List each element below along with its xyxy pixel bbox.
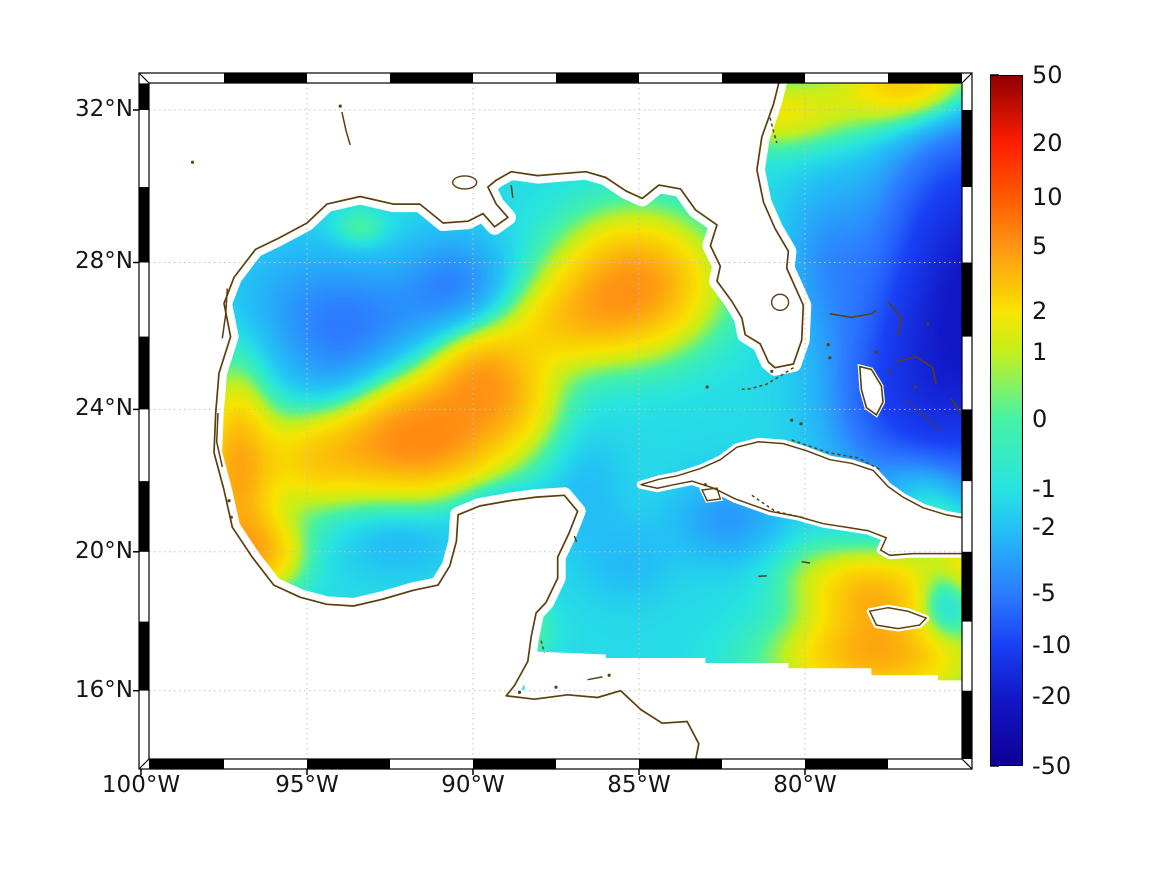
frame-seg-bottom — [307, 759, 390, 769]
lon-tick-label: 100°W — [101, 772, 181, 798]
frame-seg-left — [139, 187, 149, 263]
frame-seg-left — [139, 83, 149, 110]
colorbar-tick-label: -10 — [1032, 631, 1072, 660]
colorbar-tick-label: 10 — [1032, 182, 1063, 211]
frame-seg-top — [224, 73, 307, 83]
colorbar-tick-label: -50 — [1032, 752, 1072, 780]
frame-seg-left — [139, 336, 149, 410]
frame-seg-bottom — [473, 759, 556, 769]
frame-seg-left — [139, 481, 149, 552]
frame-miter — [138, 758, 150, 770]
islet-speck — [974, 465, 977, 468]
lon-tick-label: 90°W — [441, 772, 505, 798]
lat-tick-label: 16°N — [75, 676, 133, 703]
colorbar-gradient — [991, 76, 1022, 765]
colorbar-tick-label: -1 — [1032, 474, 1056, 503]
frame-seg-bottom — [149, 759, 224, 769]
frame-seg-top — [722, 73, 805, 83]
frame-seg-left — [139, 621, 149, 691]
frame-seg-right — [962, 690, 972, 759]
frame-seg-top — [888, 73, 962, 83]
colorbar-tick-label: 2 — [1032, 297, 1048, 326]
frame-seg-right — [962, 551, 972, 622]
colorbar-tick-label: 5 — [1032, 232, 1048, 261]
frame-seg-right — [962, 262, 972, 337]
colorbar-tick-label: -5 — [1032, 579, 1056, 608]
frame-seg-bottom — [639, 759, 722, 769]
colorbar-tick-label: 0 — [1032, 405, 1048, 434]
lat-tick-label: 28°N — [75, 248, 133, 275]
colorbar — [990, 75, 1023, 766]
lon-tick-label: 80°W — [773, 772, 837, 798]
lat-tick-label: 32°N — [75, 96, 133, 123]
anomaly-field-canvas — [149, 83, 962, 759]
colorbar-tick-label: -2 — [1032, 512, 1056, 541]
colorbar-tick-label: 1 — [1032, 338, 1048, 367]
lon-tick-label: 95°W — [275, 772, 339, 798]
colorbar-tick-label: 50 — [1032, 61, 1063, 89]
frame-seg-top — [390, 73, 473, 83]
frame-miter — [138, 72, 150, 84]
lon-tick-label: 85°W — [607, 772, 671, 798]
frame-miter — [961, 758, 973, 770]
frame-seg-right — [962, 409, 972, 482]
frame-miter — [961, 72, 973, 84]
colorbar-tick-label: 20 — [1032, 128, 1063, 157]
islet-speck — [969, 437, 972, 440]
islet-speck — [975, 474, 978, 477]
lat-tick-label: 24°N — [75, 395, 133, 422]
frame-seg-bottom — [805, 759, 888, 769]
colorbar-tick-label: -20 — [1032, 682, 1072, 711]
lat-tick-label: 20°N — [75, 537, 133, 564]
frame-seg-top — [556, 73, 639, 83]
frame-seg-right — [962, 110, 972, 187]
